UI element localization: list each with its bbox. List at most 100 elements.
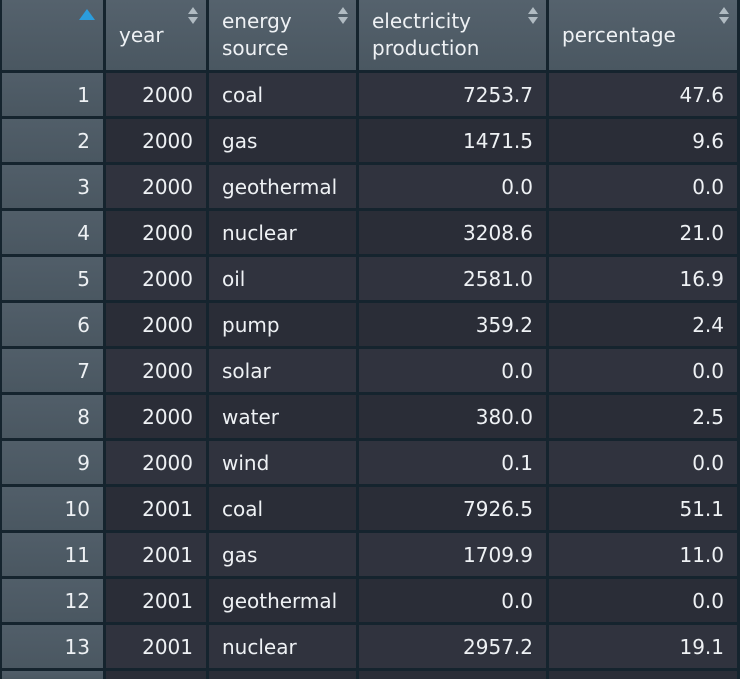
cell-energy-source: coal <box>209 487 359 533</box>
cell-year: 2000 <box>106 257 209 303</box>
cell-percentage: 0.0 <box>549 441 740 487</box>
cell-energy-source: water <box>209 395 359 441</box>
row-index-cell: 8 <box>0 395 106 441</box>
sort-toggle-icon <box>188 7 198 24</box>
row-index-cell: 3 <box>0 165 106 211</box>
cell-energy-source: solar <box>209 349 359 395</box>
cell-electricity-production: 1709.9 <box>359 533 549 579</box>
cell-percentage: 2.5 <box>549 395 740 441</box>
cell-year: 2000 <box>106 165 209 211</box>
cell-electricity-production: 380.0 <box>359 395 549 441</box>
cell-energy-source: coal <box>209 73 359 119</box>
cell-electricity-production: 7253.7 <box>359 73 549 119</box>
row-index-cell: 12 <box>0 579 106 625</box>
cell-energy-source: gas <box>209 119 359 165</box>
column-header-year[interactable]: year <box>106 0 209 73</box>
table-row[interactable]: 3 2000 geothermal 0.0 0.0 <box>0 165 740 211</box>
cell-energy-source: geothermal <box>209 579 359 625</box>
table-row[interactable]: 4 2000 nuclear 3208.6 21.0 <box>0 211 740 257</box>
column-header-electricity-production[interactable]: electricity production <box>359 0 549 73</box>
cell-percentage: 16.9 <box>549 257 740 303</box>
column-header-energy-source[interactable]: energy source <box>209 0 359 73</box>
cell-year: 2000 <box>106 349 209 395</box>
row-index-cell: 6 <box>0 303 106 349</box>
column-header-percentage[interactable]: percentage <box>549 0 740 73</box>
row-index-cell: 11 <box>0 533 106 579</box>
cell-percentage: 21.0 <box>549 211 740 257</box>
cell-energy-source: wind <box>209 441 359 487</box>
cell-year: 2000 <box>106 395 209 441</box>
sort-asc-icon <box>338 7 348 14</box>
table-row[interactable]: 2 2000 gas 1471.5 9.6 <box>0 119 740 165</box>
table-row[interactable]: 6 2000 pump 359.2 2.4 <box>0 303 740 349</box>
cell-percentage: 11.0 <box>549 533 740 579</box>
column-header-label: energy source <box>222 9 292 60</box>
sort-asc-icon <box>528 7 538 14</box>
sort-desc-icon <box>528 17 538 24</box>
sort-asc-icon <box>188 7 198 14</box>
cell-electricity-production: 0.0 <box>359 349 549 395</box>
row-index-cell: 2 <box>0 119 106 165</box>
table-row[interactable]: 7 2000 solar 0.0 0.0 <box>0 349 740 395</box>
cell-electricity-production: 2581.0 <box>359 257 549 303</box>
column-header-label: percentage <box>562 22 676 47</box>
row-index-cell: 1 <box>0 73 106 119</box>
table-row[interactable]: 5 2000 oil 2581.0 16.9 <box>0 257 740 303</box>
table-header-row: year energy source electricity productio… <box>0 0 740 73</box>
table-row[interactable]: 1 2000 coal 7253.7 47.6 <box>0 73 740 119</box>
cell-year: 2000 <box>106 119 209 165</box>
cell-electricity-production: 1471.5 <box>359 119 549 165</box>
cell-electricity-production: 359.2 <box>359 303 549 349</box>
cell-percentage: 19.1 <box>549 625 740 671</box>
table-body: 1 2000 coal 7253.7 47.6 2 2000 gas 1471.5 9.6 3 200… <box>0 73 740 679</box>
cell-year: 2000 <box>106 73 209 119</box>
row-index-cell: 7 <box>0 349 106 395</box>
cell-energy-source: nuclear <box>209 625 359 671</box>
column-header-row-index[interactable] <box>0 0 106 73</box>
column-header-label: electricity production <box>372 9 480 60</box>
cell-electricity-production: 0.0 <box>359 579 549 625</box>
cell-electricity-production: 0.1 <box>359 441 549 487</box>
cell-year: 2000 <box>106 211 209 257</box>
sort-toggle-icon <box>719 7 729 24</box>
cell-electricity-production: 3208.6 <box>359 211 549 257</box>
table-row[interactable]: 9 2000 wind 0.1 0.0 <box>0 441 740 487</box>
cell-energy-source: gas <box>209 533 359 579</box>
cell-energy-source: oil <box>209 257 359 303</box>
cell-year: 2001 <box>106 579 209 625</box>
table-row[interactable]: 10 2001 coal 7926.5 51.1 <box>0 487 740 533</box>
table-row[interactable]: 13 2001 nuclear 2957.2 19.1 <box>0 625 740 671</box>
cell-year: 2001 <box>106 487 209 533</box>
cell-year: 2000 <box>106 303 209 349</box>
row-index-cell: 13 <box>0 625 106 671</box>
cell-year: 2001 <box>106 533 209 579</box>
sorted-ascending-icon <box>79 9 95 20</box>
cell-percentage: 9.6 <box>549 119 740 165</box>
sort-asc-icon <box>719 7 729 14</box>
row-index-cell: 10 <box>0 487 106 533</box>
sort-desc-icon <box>719 17 729 24</box>
cell-year: 2001 <box>106 625 209 671</box>
cell-energy-source <box>209 671 359 679</box>
sort-desc-icon <box>188 17 198 24</box>
table-row[interactable]: 8 2000 water 380.0 2.5 <box>0 395 740 441</box>
row-index-cell: 9 <box>0 441 106 487</box>
sort-toggle-icon <box>338 7 348 24</box>
table-row-partial[interactable] <box>0 671 740 679</box>
cell-percentage: 0.0 <box>549 349 740 395</box>
cell-year: 2000 <box>106 441 209 487</box>
cell-year <box>106 671 209 679</box>
cell-percentage: 51.1 <box>549 487 740 533</box>
cell-percentage: 47.6 <box>549 73 740 119</box>
cell-percentage <box>549 671 740 679</box>
cell-energy-source: pump <box>209 303 359 349</box>
cell-energy-source: nuclear <box>209 211 359 257</box>
cell-percentage: 0.0 <box>549 579 740 625</box>
row-index-cell: 5 <box>0 257 106 303</box>
cell-percentage: 0.0 <box>549 165 740 211</box>
table-row[interactable]: 12 2001 geothermal 0.0 0.0 <box>0 579 740 625</box>
sort-desc-icon <box>338 17 348 24</box>
table-row[interactable]: 11 2001 gas 1709.9 11.0 <box>0 533 740 579</box>
cell-electricity-production: 2957.2 <box>359 625 549 671</box>
